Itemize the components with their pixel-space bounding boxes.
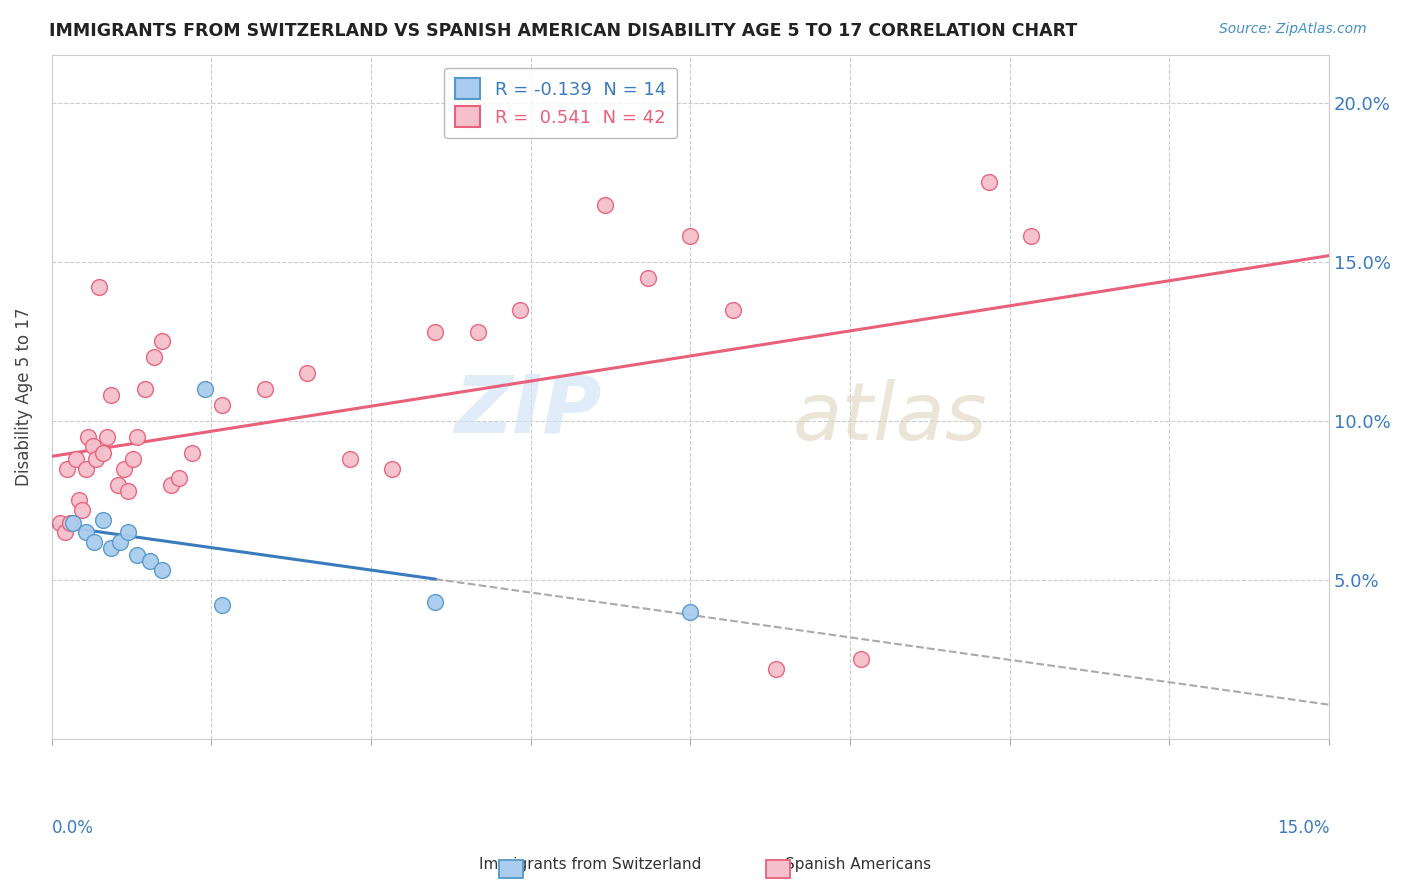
Point xyxy=(121,452,143,467)
Point xyxy=(62,516,84,530)
Point xyxy=(169,471,191,485)
Point xyxy=(84,452,107,467)
Point xyxy=(53,525,76,540)
Point xyxy=(977,175,1000,189)
Point xyxy=(467,325,489,339)
Point xyxy=(117,525,139,540)
Point xyxy=(125,548,148,562)
Text: 15.0%: 15.0% xyxy=(1277,819,1329,837)
Point xyxy=(75,525,97,540)
Text: atlas: atlas xyxy=(793,378,987,457)
Point xyxy=(82,439,104,453)
Text: Source: ZipAtlas.com: Source: ZipAtlas.com xyxy=(1219,22,1367,37)
Point xyxy=(138,554,160,568)
Point xyxy=(112,461,135,475)
Point xyxy=(595,197,617,211)
Point xyxy=(83,534,105,549)
Point xyxy=(87,280,110,294)
Legend: R = -0.139  N = 14, R =  0.541  N = 42: R = -0.139 N = 14, R = 0.541 N = 42 xyxy=(444,68,676,138)
Y-axis label: Disability Age 5 to 17: Disability Age 5 to 17 xyxy=(15,308,32,486)
Point xyxy=(509,302,531,317)
Text: Spanish Americans: Spanish Americans xyxy=(785,857,931,872)
Point xyxy=(721,302,744,317)
Point xyxy=(679,605,702,619)
Point xyxy=(100,388,122,402)
Point xyxy=(91,512,114,526)
Point xyxy=(253,382,276,396)
Point xyxy=(423,325,446,339)
Point xyxy=(108,534,131,549)
Point xyxy=(152,563,174,577)
Point xyxy=(181,446,204,460)
Point xyxy=(117,483,139,498)
Point xyxy=(637,270,659,285)
Point xyxy=(70,503,93,517)
Point xyxy=(679,229,702,244)
Point xyxy=(152,334,174,349)
Point xyxy=(211,398,233,412)
Point xyxy=(194,382,217,396)
Point xyxy=(849,652,872,666)
Point xyxy=(211,599,233,613)
Text: 0.0%: 0.0% xyxy=(52,819,94,837)
Point xyxy=(100,541,122,556)
Point xyxy=(339,452,361,467)
Point xyxy=(160,477,183,491)
Point xyxy=(134,382,156,396)
Point xyxy=(91,446,114,460)
Point xyxy=(1019,229,1042,244)
Text: Immigrants from Switzerland: Immigrants from Switzerland xyxy=(479,857,702,872)
Text: ZIP: ZIP xyxy=(454,372,600,450)
Point xyxy=(65,452,87,467)
Point xyxy=(59,516,82,530)
Point xyxy=(765,662,787,676)
Point xyxy=(297,366,319,380)
Point xyxy=(142,351,165,365)
Point xyxy=(76,430,98,444)
Point xyxy=(49,516,72,530)
Point xyxy=(107,477,129,491)
Point xyxy=(423,595,446,609)
Point xyxy=(381,461,404,475)
Point xyxy=(96,430,118,444)
Point xyxy=(56,461,79,475)
Text: IMMIGRANTS FROM SWITZERLAND VS SPANISH AMERICAN DISABILITY AGE 5 TO 17 CORRELATI: IMMIGRANTS FROM SWITZERLAND VS SPANISH A… xyxy=(49,22,1077,40)
Point xyxy=(67,493,90,508)
Point xyxy=(125,430,148,444)
Point xyxy=(75,461,97,475)
